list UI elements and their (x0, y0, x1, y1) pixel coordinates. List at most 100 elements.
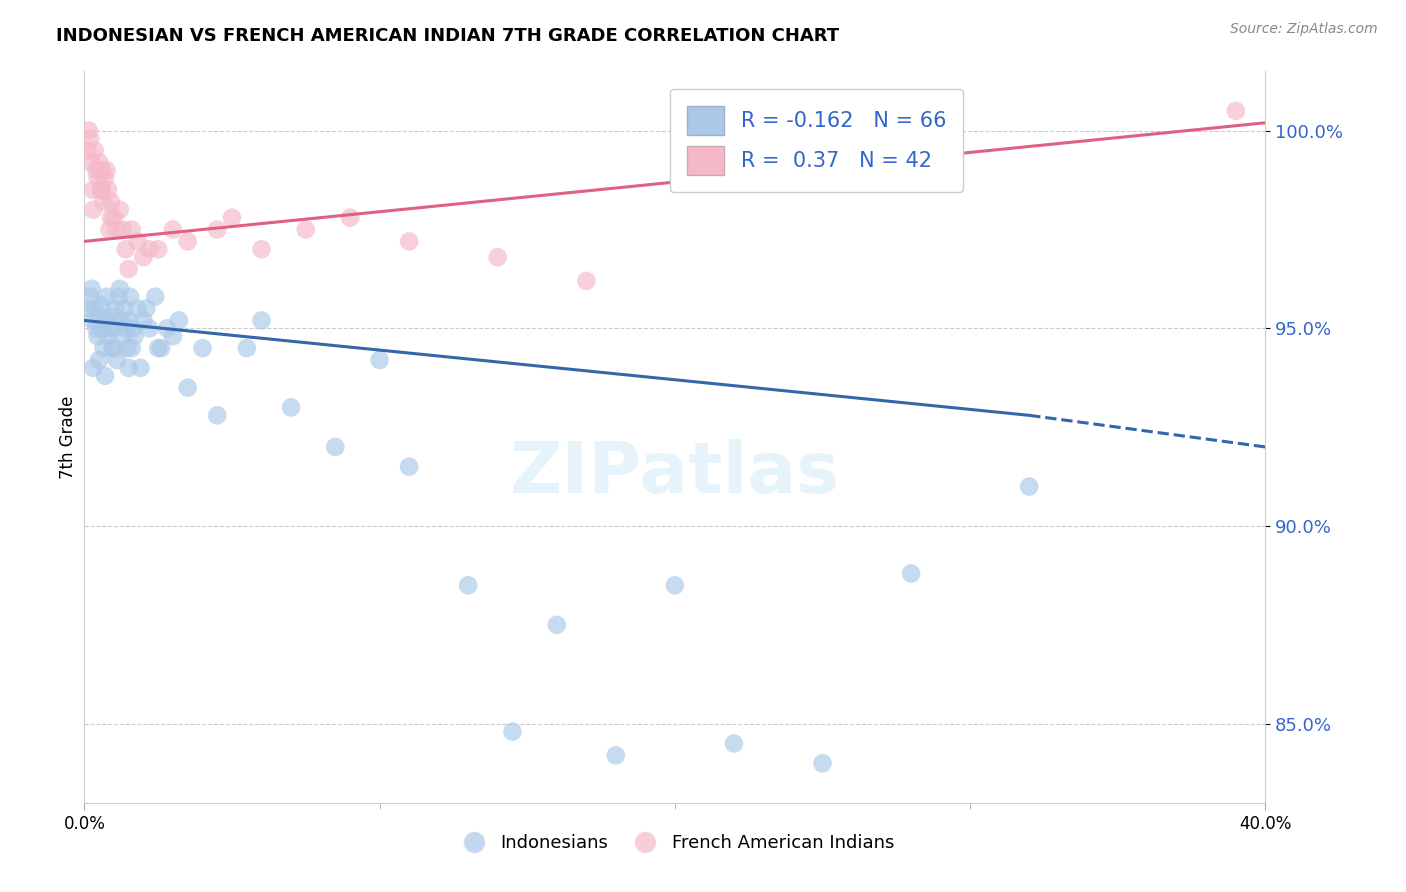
Point (177, 381, 200, 395)
Point (546, 618, 568, 632)
Point (90, 183, 112, 197)
Point (82, 202, 104, 217)
Point (114, 242, 136, 256)
Point (98, 321, 121, 335)
Legend: Indonesians, French American Indians: Indonesians, French American Indians (449, 827, 901, 860)
Point (191, 341, 214, 355)
Point (86, 171, 108, 186)
Point (84, 163, 107, 178)
Point (129, 360, 152, 375)
Point (101, 341, 124, 355)
Point (236, 341, 259, 355)
Point (398, 459, 420, 474)
Point (86, 329, 108, 343)
Point (97, 329, 120, 343)
Point (156, 321, 179, 335)
Point (148, 242, 170, 256)
Point (138, 242, 160, 256)
Text: ZIPatlas: ZIPatlas (510, 439, 839, 508)
Point (105, 353, 128, 368)
Point (98, 222, 121, 236)
Point (100, 194, 122, 209)
Point (900, 566, 922, 581)
Point (80, 155, 103, 169)
Point (111, 222, 134, 236)
Point (100, 211, 122, 225)
Point (121, 341, 143, 355)
Point (127, 235, 149, 249)
Point (87, 155, 111, 169)
Point (221, 211, 243, 225)
Point (118, 313, 141, 327)
Point (103, 341, 125, 355)
Point (1018, 479, 1040, 493)
Point (486, 250, 509, 264)
Point (148, 341, 170, 355)
Point (97, 183, 120, 197)
Point (79, 290, 101, 304)
Point (103, 321, 125, 335)
Point (79, 131, 101, 145)
Point (108, 282, 131, 296)
Point (575, 274, 598, 288)
Point (127, 301, 149, 316)
Point (115, 341, 138, 355)
Point (94, 313, 117, 327)
Point (104, 301, 127, 316)
Point (96, 290, 118, 304)
Point (135, 301, 157, 316)
Point (502, 724, 524, 739)
Point (132, 250, 155, 264)
Point (295, 222, 318, 236)
Point (82, 313, 104, 327)
Point (93, 341, 115, 355)
Point (76, 144, 98, 158)
Point (87, 310, 111, 324)
Point (138, 321, 160, 335)
Point (250, 242, 273, 256)
Point (1225, 103, 1247, 118)
Point (107, 290, 129, 304)
Point (339, 211, 361, 225)
Point (83, 144, 105, 158)
Point (325, 440, 347, 454)
Point (177, 235, 200, 249)
Point (114, 321, 136, 335)
Point (87, 353, 111, 368)
Point (111, 329, 134, 343)
Point (100, 310, 122, 324)
Point (162, 329, 184, 343)
Point (91, 183, 114, 197)
Point (398, 235, 420, 249)
Point (84, 321, 107, 335)
Point (664, 578, 686, 592)
Point (94, 368, 117, 383)
Point (105, 222, 128, 236)
Point (108, 202, 131, 217)
Point (93, 194, 115, 209)
Point (167, 313, 190, 327)
Point (124, 329, 146, 343)
Point (118, 360, 141, 375)
Point (811, 756, 834, 771)
Point (103, 211, 125, 225)
Point (82, 360, 104, 375)
Point (605, 748, 627, 763)
Point (207, 409, 229, 423)
Point (132, 313, 155, 327)
Point (368, 353, 391, 368)
Point (77, 301, 100, 316)
Point (250, 313, 273, 327)
Point (118, 262, 141, 277)
Point (96, 163, 118, 178)
Point (723, 737, 745, 751)
Point (121, 222, 143, 236)
Point (143, 290, 166, 304)
Point (83, 301, 105, 316)
Point (112, 301, 135, 316)
Point (90, 298, 112, 312)
Point (91, 321, 114, 335)
Point (77, 123, 100, 137)
Point (110, 313, 132, 327)
Point (280, 401, 302, 415)
